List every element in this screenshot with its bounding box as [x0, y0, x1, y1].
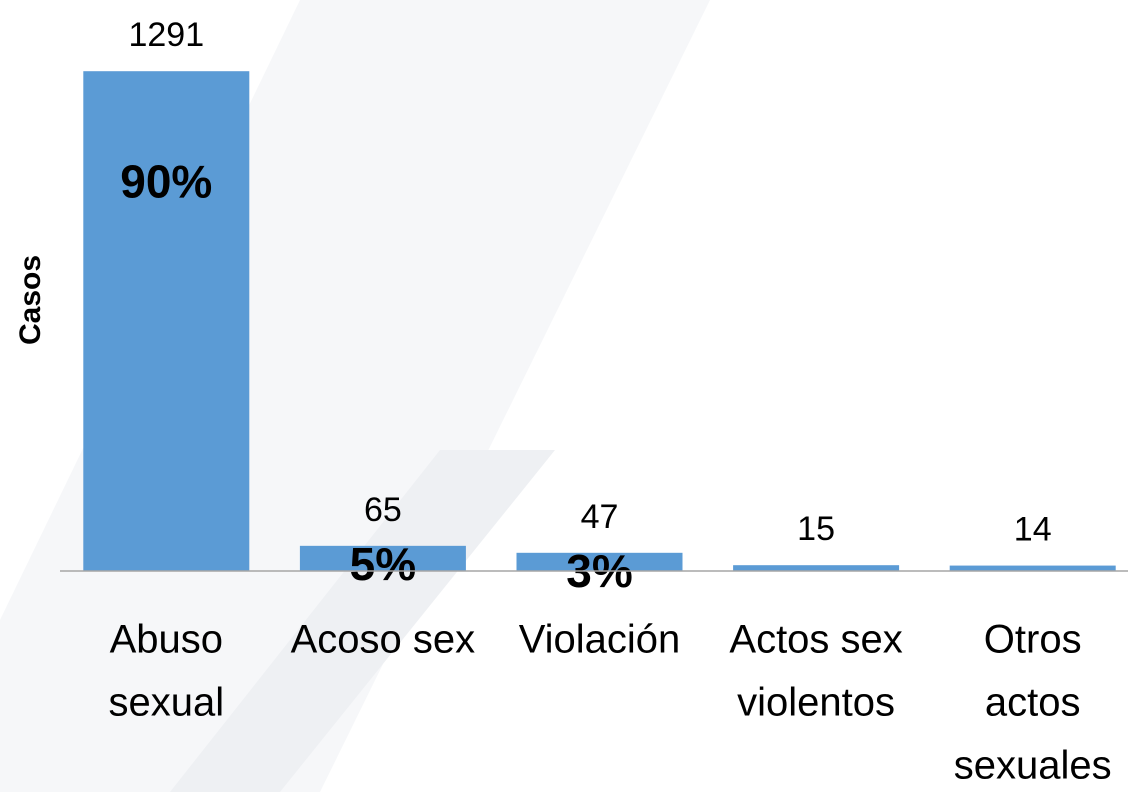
background-stripe	[0, 0, 710, 792]
x-tick-label: Abuso	[110, 618, 223, 662]
y-axis-label: Casos	[14, 255, 47, 345]
x-tick-label: Actos sex	[729, 618, 902, 662]
value-label: 65	[364, 491, 402, 529]
x-tick-label: Acoso sex	[291, 618, 476, 662]
x-tick-label: violentos	[737, 681, 895, 725]
x-tick-label: sexuales	[954, 744, 1112, 788]
background-stripe	[170, 450, 555, 792]
bar	[83, 71, 250, 571]
x-tick-label: Violación	[519, 618, 681, 662]
percent-label: 90%	[120, 155, 212, 207]
bar	[733, 565, 900, 571]
value-label: 47	[581, 498, 619, 536]
value-label: 14	[1014, 511, 1052, 549]
bar	[516, 552, 683, 571]
x-tick-label: Otros	[984, 618, 1082, 662]
percent-label: 5%	[350, 538, 416, 590]
bar	[299, 545, 466, 571]
bar	[949, 565, 1116, 571]
x-tick-label: actos	[985, 681, 1081, 725]
x-tick-label: sexual	[108, 681, 224, 725]
value-label: 15	[797, 510, 835, 548]
value-label: 1291	[128, 16, 204, 54]
